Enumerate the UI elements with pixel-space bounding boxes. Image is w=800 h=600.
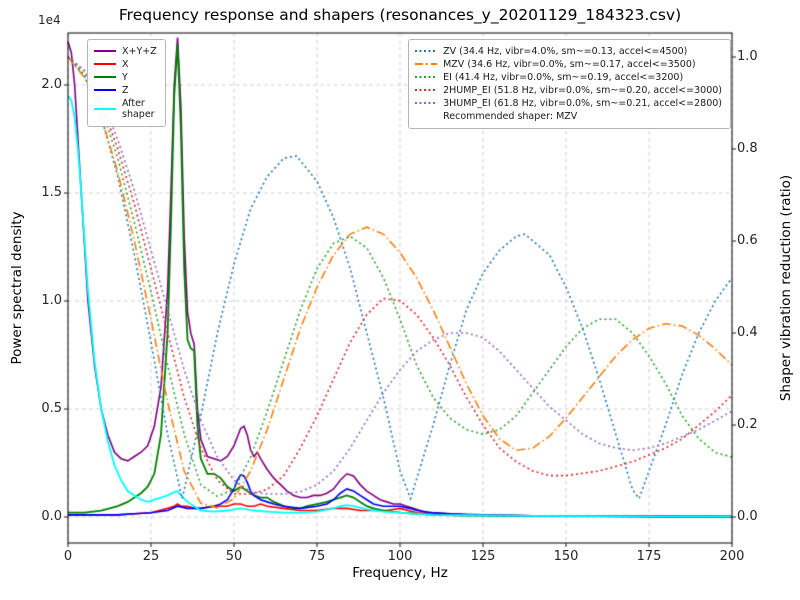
legend-line-sample bbox=[415, 63, 438, 66]
legend-item: 3HUMP_EI (61.8 Hz, vibr=0.0%, sm~=0.21, … bbox=[415, 98, 722, 110]
legend-line-sample bbox=[415, 89, 438, 92]
legend-line-sample bbox=[94, 89, 116, 92]
legend-label: EI (41.4 Hz, vibr=0.0%, sm~=0.19, accel<… bbox=[443, 71, 684, 83]
legend-item: X bbox=[94, 59, 157, 71]
legend-line-sample bbox=[415, 102, 438, 105]
legend-line-sample bbox=[94, 63, 116, 66]
tick-label-y-left: 2.0 bbox=[41, 77, 62, 92]
tick-label-x: 25 bbox=[142, 549, 160, 564]
recommended-shaper-text: Recommended shaper: MZV bbox=[443, 110, 578, 122]
legend-item: ZV (34.4 Hz, vibr=4.0%, sm~=0.13, accel<… bbox=[415, 46, 722, 58]
psd-axis-offset-text: 1e4 bbox=[38, 13, 61, 27]
legend-item: EI (41.4 Hz, vibr=0.0%, sm~=0.19, accel<… bbox=[415, 72, 722, 84]
legend-label: ZV (34.4 Hz, vibr=4.0%, sm~=0.13, accel<… bbox=[443, 45, 688, 57]
legend-item: 2HUMP_EI (51.8 Hz, vibr=0.0%, sm~=0.20, … bbox=[415, 85, 722, 97]
legend-label: 3HUMP_EI (61.8 Hz, vibr=0.0%, sm~=0.21, … bbox=[443, 97, 722, 109]
tick-label-y-right: 0.6 bbox=[737, 233, 758, 248]
tick-label-y-right: 0.2 bbox=[737, 417, 758, 432]
tick-label-y-right: 0.0 bbox=[737, 509, 758, 524]
tick-label-x: 125 bbox=[470, 549, 496, 564]
tick-label-x: 100 bbox=[387, 549, 413, 564]
tick-label-y-left: 0.0 bbox=[41, 509, 62, 524]
legend-label: X+Y+Z bbox=[122, 45, 157, 57]
tick-label-y-right: 0.8 bbox=[737, 141, 758, 156]
legend-line-sample bbox=[94, 50, 116, 53]
tick-label-y-left: 1.5 bbox=[41, 185, 62, 200]
legend-empty-sample bbox=[415, 115, 437, 117]
legend-label: Z bbox=[122, 84, 129, 96]
tick-label-x: 75 bbox=[308, 549, 326, 564]
legend-line-sample bbox=[415, 50, 438, 53]
legend-item: X+Y+Z bbox=[94, 46, 157, 58]
psd-axis-label: Power spectral density bbox=[9, 211, 25, 365]
legend-line-sample bbox=[94, 108, 116, 110]
tick-label-x: 0 bbox=[63, 549, 73, 564]
chart-title: Frequency response and shapers (resonanc… bbox=[118, 6, 682, 24]
legend-label: X bbox=[122, 58, 129, 70]
legend-label: MZV (34.6 Hz, vibr=0.0%, sm~=0.17, accel… bbox=[443, 58, 696, 70]
tick-label-x: 150 bbox=[553, 549, 579, 564]
tick-label-y-right: 1.0 bbox=[737, 49, 758, 64]
legend-item: After shaper bbox=[94, 98, 157, 121]
tick-label-x: 175 bbox=[636, 549, 662, 564]
psd-legend: X+Y+Z X Y Z After shaper bbox=[87, 39, 166, 127]
legend-item: Y bbox=[94, 72, 157, 84]
tick-label-x: 50 bbox=[225, 549, 243, 564]
legend-item: Z bbox=[94, 85, 157, 97]
legend-label: Y bbox=[122, 71, 128, 83]
legend-line-sample bbox=[415, 76, 438, 79]
ratio-axis-label: Shaper vibration reduction (ratio) bbox=[778, 174, 794, 402]
legend-line-sample bbox=[94, 76, 116, 79]
legend-item: MZV (34.6 Hz, vibr=0.0%, sm~=0.17, accel… bbox=[415, 59, 722, 71]
tick-label-y-right: 0.4 bbox=[737, 325, 758, 340]
tick-label-y-left: 0.5 bbox=[41, 401, 62, 416]
x-axis-label: Frequency, Hz bbox=[352, 565, 448, 581]
tick-label-x: 200 bbox=[719, 549, 745, 564]
legend-label: 2HUMP_EI (51.8 Hz, vibr=0.0%, sm~=0.20, … bbox=[443, 84, 722, 96]
recommended-shaper-note: Recommended shaper: MZV bbox=[415, 111, 722, 123]
legend-label: After shaper bbox=[122, 97, 155, 121]
shaper-legend: ZV (34.4 Hz, vibr=4.0%, sm~=0.13, accel<… bbox=[408, 39, 731, 129]
tick-label-y-left: 1.0 bbox=[41, 293, 62, 308]
